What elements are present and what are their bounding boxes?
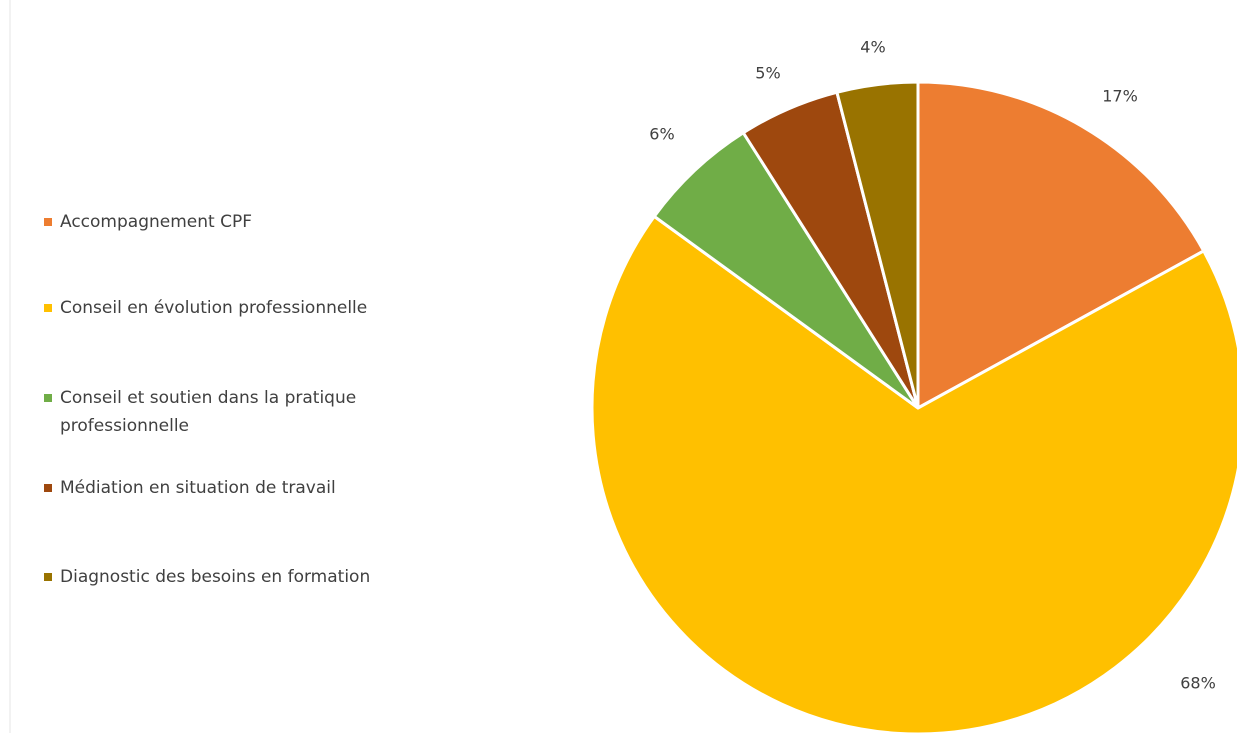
legend-item: Diagnostic des besoins en formation: [44, 563, 424, 591]
legend-item: Conseil en évolution professionnelle: [44, 294, 424, 322]
legend-label: Conseil et soutien dans la pratique prof…: [60, 388, 357, 436]
pie-slice: [590, 214, 1237, 733]
legend-item: Accompagnement CPF: [44, 208, 424, 236]
legend-swatch: [44, 484, 52, 492]
legend-swatch: [44, 304, 52, 312]
data-label: 17%: [1102, 87, 1138, 106]
pie-slice: [916, 80, 1206, 411]
pie-slice: [835, 80, 920, 409]
legend-label: Conseil en évolution professionnelle: [60, 298, 368, 318]
data-label: 6%: [649, 125, 674, 144]
legend-label: Médiation en situation de travail: [60, 478, 336, 498]
legend-label: Accompagnement CPF: [60, 212, 252, 232]
data-label: 68%: [1180, 674, 1216, 693]
legend-item: Conseil et soutien dans la pratique prof…: [44, 384, 424, 440]
legend-swatch: [44, 218, 52, 226]
legend-label: Diagnostic des besoins en formation: [60, 567, 371, 587]
data-label: 5%: [755, 64, 780, 83]
data-label: 4%: [860, 38, 885, 57]
legend-swatch: [44, 394, 52, 402]
legend-item: Médiation en situation de travail: [44, 474, 424, 502]
legend-swatch: [44, 573, 52, 581]
pie-slice: [652, 130, 920, 410]
